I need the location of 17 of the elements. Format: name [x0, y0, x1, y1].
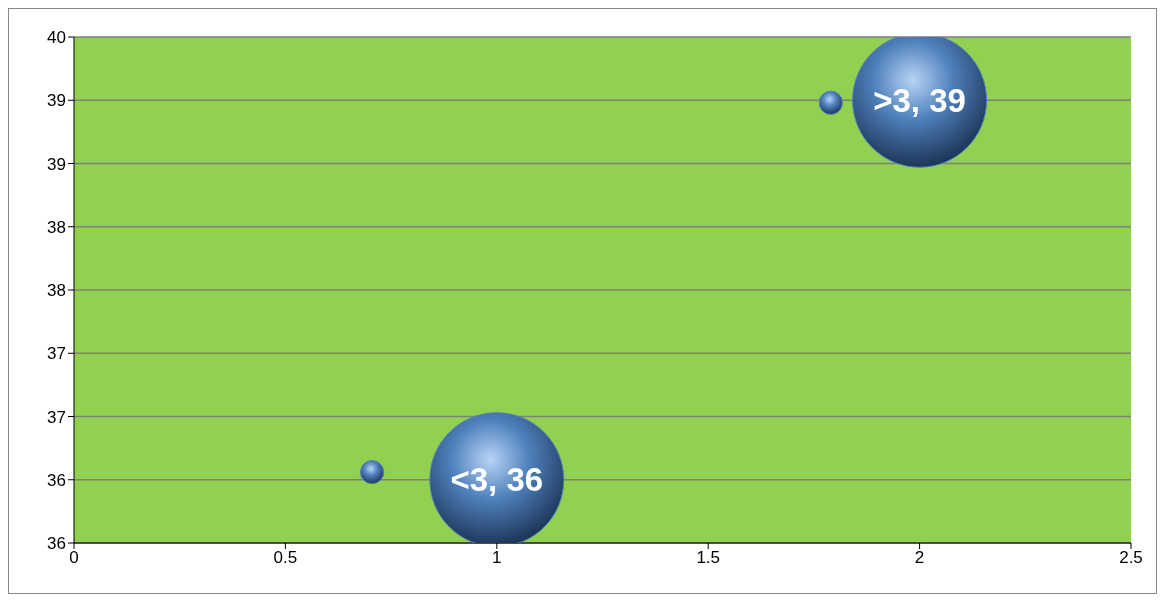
x-tick-label: 1.5: [696, 548, 721, 568]
x-tick-label: 0.5: [273, 548, 298, 568]
x-tick-label: 2.5: [1119, 548, 1143, 568]
y-tick-label: 36: [47, 470, 66, 490]
x-tick-label: 0: [69, 548, 79, 568]
y-tick-label: 37: [47, 407, 66, 427]
y-tick-label: 36: [47, 534, 66, 554]
y-tick-label: 39: [47, 154, 66, 174]
y-tick-label: 37: [47, 344, 66, 364]
x-tick-label: 2: [914, 548, 925, 568]
y-tick-label: 38: [47, 281, 66, 301]
data-label: <3, 36: [450, 461, 544, 499]
y-tick-label: 40: [47, 28, 66, 48]
y-tick-label: 39: [47, 91, 66, 111]
y-tick-label: 38: [47, 217, 66, 237]
x-tick-label: 1: [492, 548, 502, 568]
data-label: >3, 39: [873, 81, 966, 119]
